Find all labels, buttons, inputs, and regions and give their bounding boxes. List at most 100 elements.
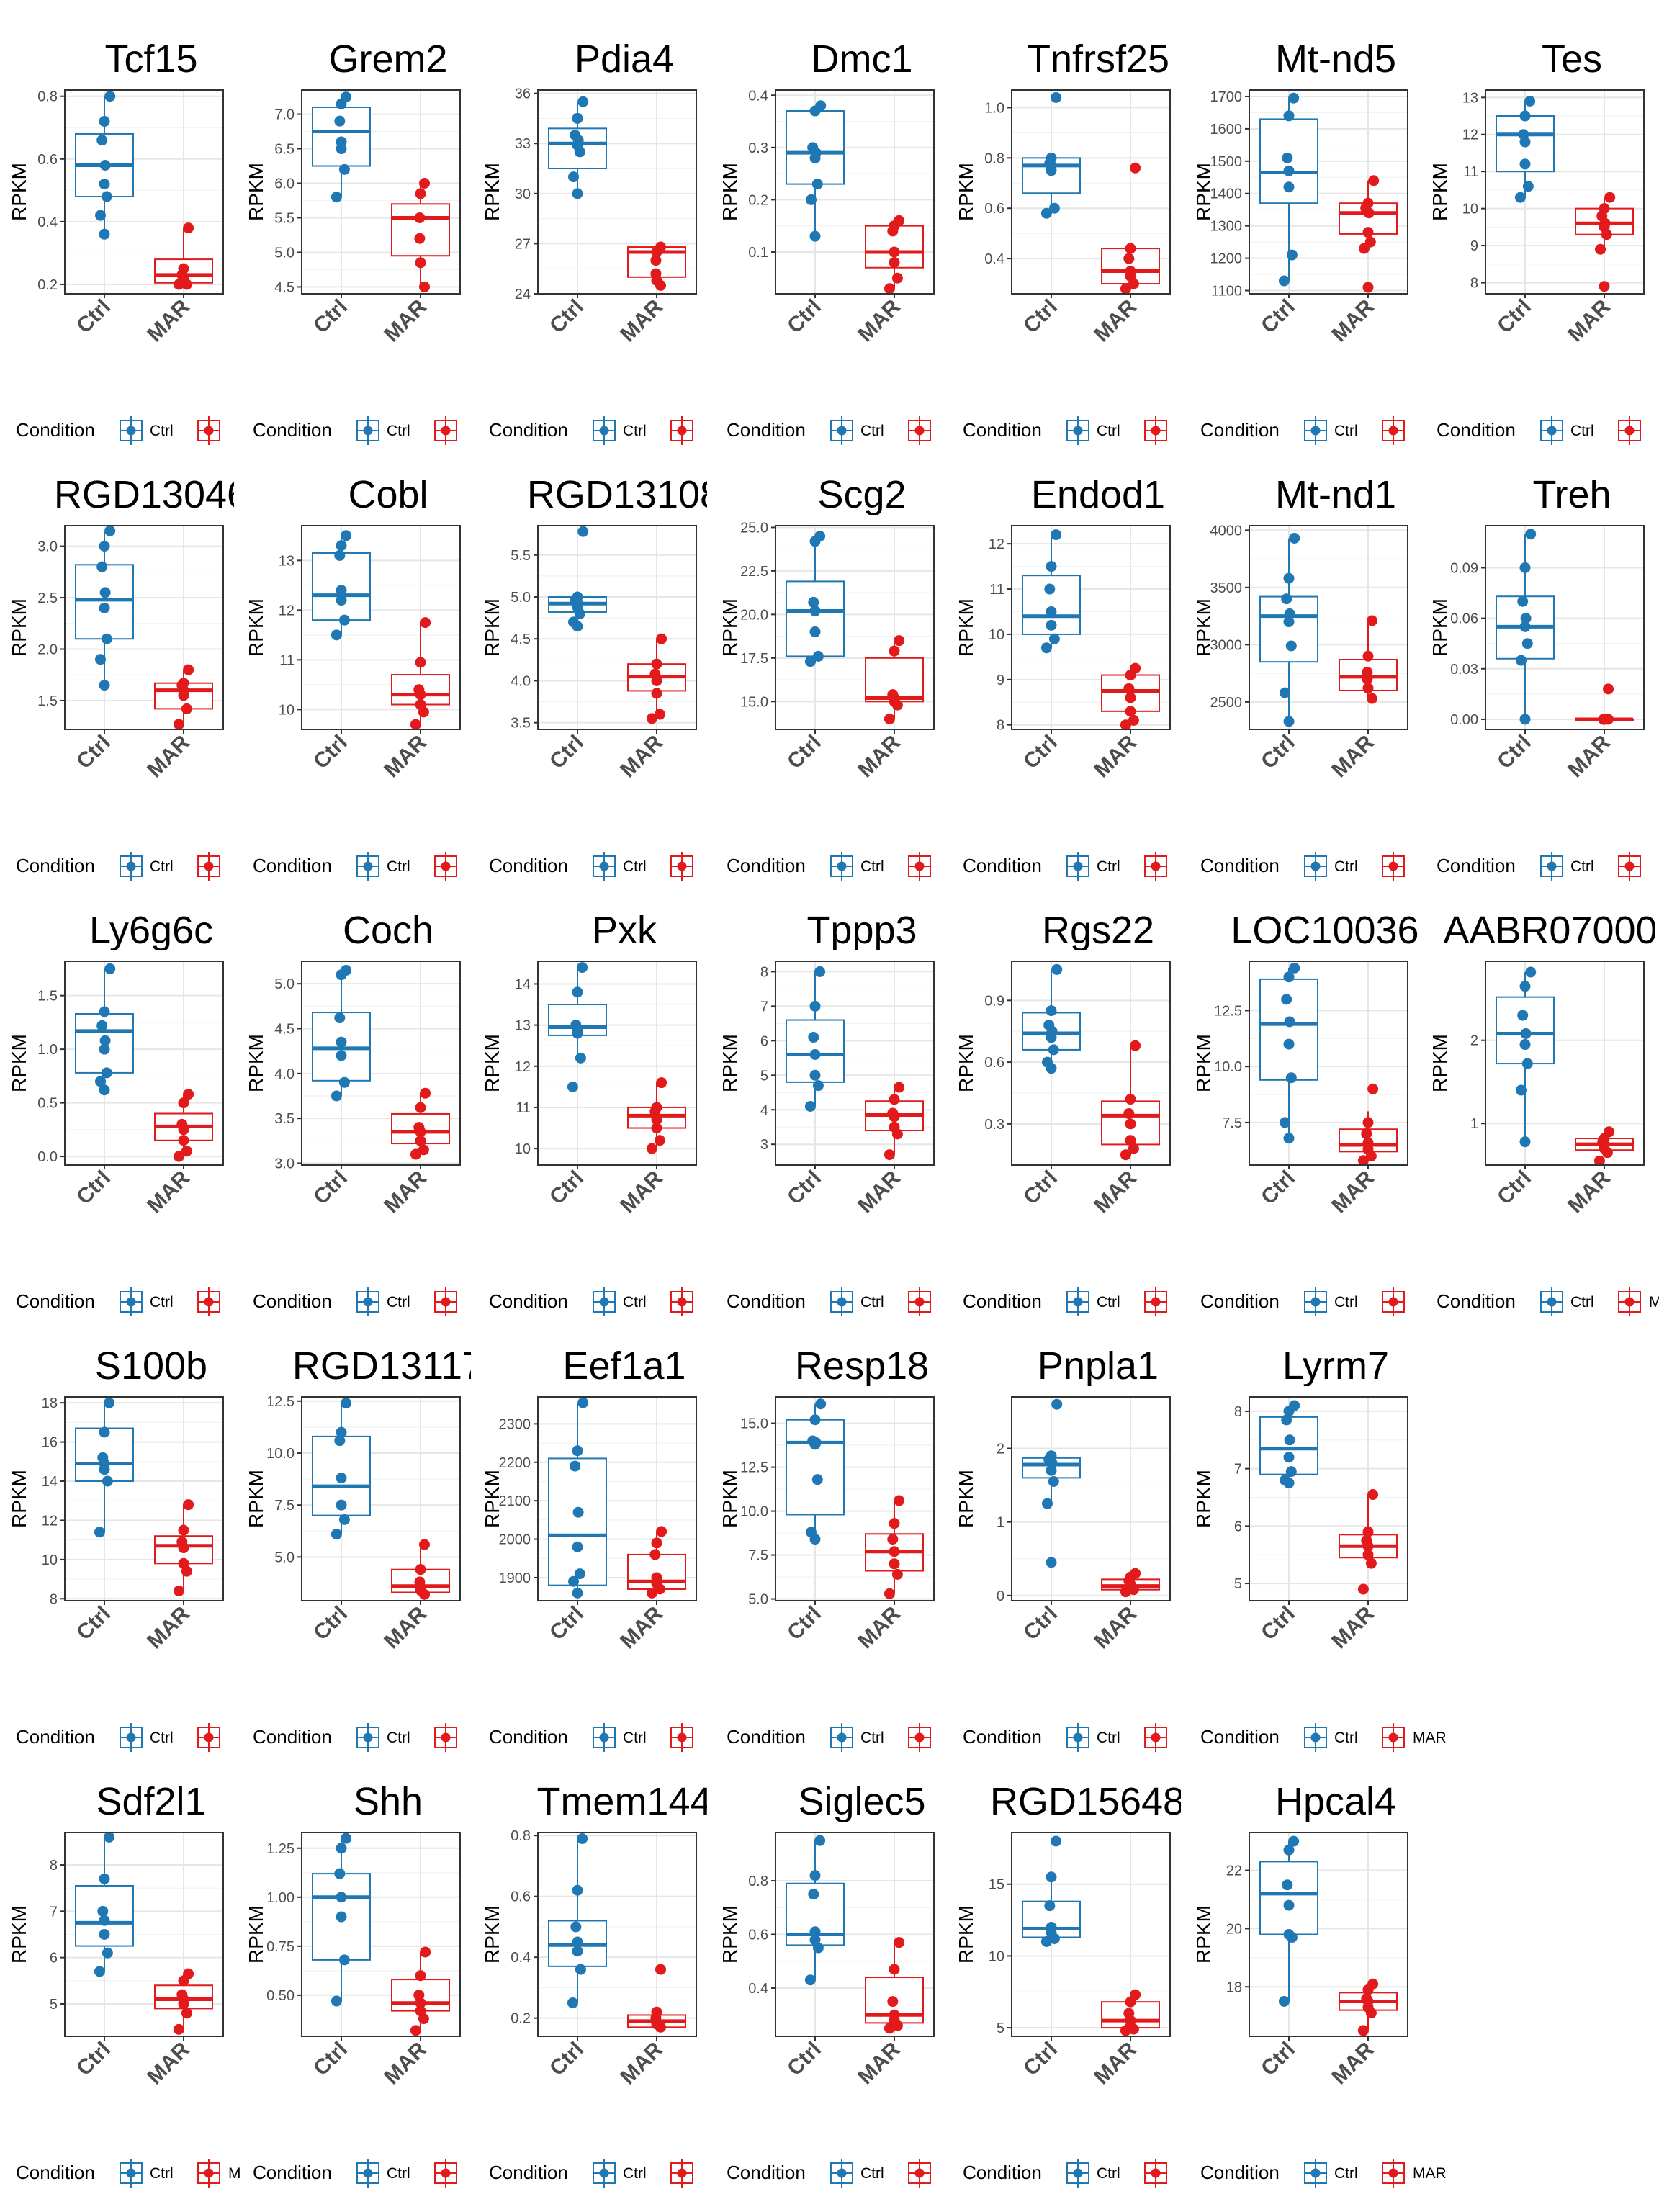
y-tick-label: 9: [997, 673, 1004, 688]
panel-border: [1249, 1832, 1408, 2037]
y-tick-label: 22.5: [740, 564, 768, 580]
data-point: [1281, 994, 1292, 1005]
data-point: [99, 587, 111, 598]
x-tick-label: MAR: [1089, 730, 1141, 782]
legend: Condition Ctrl M: [16, 2159, 241, 2188]
data-point: [178, 1135, 189, 1146]
data-point: [887, 1534, 899, 1545]
data-point: [568, 1575, 579, 1587]
y-tick-label: 12.5: [1214, 1003, 1242, 1019]
data-point: [99, 1084, 110, 1096]
y-tick-label: 6: [50, 1951, 58, 1966]
legend-title: Condition: [1200, 1726, 1280, 1748]
y-tick-label: 8: [50, 1591, 58, 1607]
data-point: [410, 2025, 421, 2036]
data-point: [341, 1398, 352, 1409]
data-point: [418, 2013, 429, 2025]
legend-label-ctrl: Ctrl: [387, 858, 410, 875]
panel-border: [775, 961, 935, 1166]
panel-title: Mt-nd1: [1275, 473, 1396, 516]
legend: Condition Ctrl: [253, 852, 457, 881]
data-point: [1283, 616, 1295, 628]
data-point: [1128, 714, 1139, 726]
y-tick-label: 0.2: [748, 192, 768, 208]
data-point: [102, 1947, 113, 1959]
data-point: [1525, 529, 1537, 540]
data-point: [1128, 1143, 1139, 1154]
panel-title: Pxk: [592, 909, 657, 952]
y-tick-label: 0.4: [748, 88, 768, 104]
y-tick-label: 2: [997, 1442, 1004, 1457]
panel-title: Tmem144: [536, 1780, 711, 1823]
x-tick-label: Ctrl: [1493, 731, 1536, 774]
data-point: [814, 966, 826, 977]
panel-title: Coch: [343, 909, 433, 952]
data-point: [1128, 278, 1139, 289]
panel-border: [1485, 89, 1645, 295]
y-tick-label: 3: [760, 1137, 768, 1153]
x-tick-label: Ctrl: [1493, 1166, 1536, 1210]
panel-siglec5: Siglec5 0.4 0.6 0.8 RPKM Ctrl MAR Condition Ctrl: [719, 1780, 935, 2188]
data-point: [1525, 966, 1537, 978]
data-point: [418, 706, 429, 718]
legend: Condition Ctrl MAR: [1200, 1723, 1447, 1752]
y-tick-label: 22: [1226, 1863, 1242, 1879]
data-point: [336, 1036, 347, 1048]
box-mar: [391, 203, 450, 257]
y-tick-label: 6: [760, 1033, 768, 1049]
y-tick-label: 7.0: [274, 107, 295, 123]
data-point: [1051, 963, 1063, 975]
data-point: [1601, 1147, 1613, 1159]
y-tick-label: 6: [1234, 1519, 1242, 1534]
legend: Condition Ctrl: [727, 1723, 931, 1752]
data-point: [173, 719, 184, 730]
data-point: [1362, 673, 1373, 685]
data-point: [415, 689, 426, 701]
panel-title: Scg2: [817, 473, 906, 516]
panel-mt-nd5: Mt-nd5 1100 1200 1300 1400 1500 1600 1700 RPKM Ct…: [1192, 37, 1408, 445]
data-point: [415, 257, 426, 269]
y-tick-label: 0.6: [511, 1889, 531, 1905]
x-tick-label: Ctrl: [783, 1166, 826, 1210]
data-point: [1522, 181, 1534, 192]
y-tick-label: 13: [279, 553, 295, 569]
legend-title: Condition: [963, 419, 1042, 441]
data-point: [96, 135, 108, 146]
y-axis-title: RPKM: [955, 163, 977, 221]
x-tick-label: MAR: [1327, 1601, 1379, 1653]
data-point: [1278, 275, 1290, 287]
data-point: [101, 1067, 112, 1079]
legend-label-ctrl: Ctrl: [860, 423, 884, 439]
panel-grem2: Grem2 4.5 5.0 5.5 6.0 6.5 7.0 RPKM Ctrl MAR Condit…: [245, 37, 461, 445]
panel-rgd156488: RGD156488 5 10 15 RPKM Ctrl MAR Condition Ctrl: [955, 1780, 1181, 2188]
legend-title: Condition: [727, 855, 806, 876]
data-point: [572, 1946, 583, 1957]
data-point: [1283, 165, 1295, 176]
legend-title: Condition: [1200, 855, 1280, 876]
panel-border: [1249, 89, 1408, 295]
x-tick-label: MAR: [143, 1166, 194, 1218]
data-point: [1367, 1489, 1379, 1501]
panel-title: Rgs22: [1042, 909, 1154, 952]
panel-resp18: Resp18 5.0 7.5 10.0 12.5 15.0 RPKM Ctrl MAR Condi…: [719, 1344, 935, 1752]
data-point: [651, 246, 662, 258]
y-axis-title: RPKM: [955, 1905, 977, 1964]
y-tick-label: 5.5: [274, 210, 295, 226]
legend-title: Condition: [963, 1726, 1042, 1748]
plot-background: [65, 1397, 223, 1601]
data-point: [572, 1936, 583, 1948]
panel-loc100360: LOC100360 7.5 10.0 12.5 RPKM Ctrl MAR Condition…: [1192, 909, 1419, 1316]
legend-title: Condition: [1200, 2162, 1280, 2183]
y-tick-label: 1600: [1210, 122, 1243, 138]
data-point: [334, 115, 346, 127]
panel-title: Dmc1: [811, 37, 912, 81]
y-tick-label: 18: [42, 1395, 58, 1411]
y-tick-label: 0.3: [984, 1117, 1004, 1133]
legend-title: Condition: [963, 855, 1042, 876]
x-tick-label: Ctrl: [545, 295, 588, 338]
legend-label-ctrl: Ctrl: [1097, 1294, 1120, 1310]
legend-label-ctrl: Ctrl: [1097, 1730, 1120, 1746]
data-point: [415, 1970, 426, 1982]
data-point: [173, 1151, 184, 1162]
data-point: [338, 163, 350, 175]
